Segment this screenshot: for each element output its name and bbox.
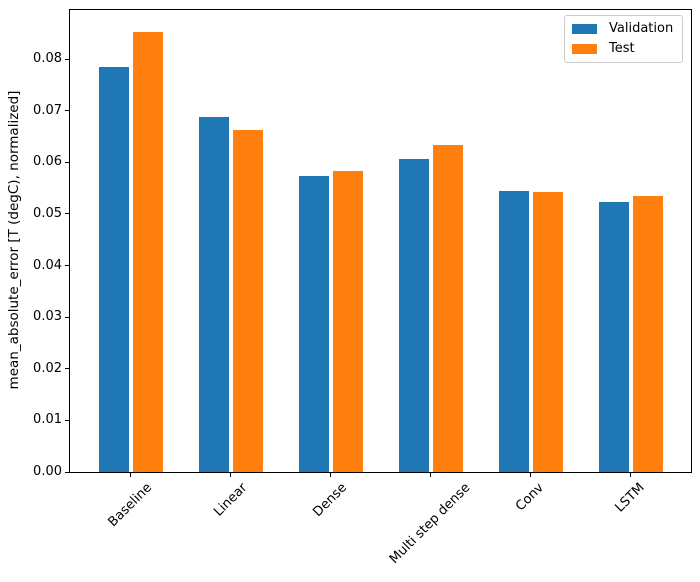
y-tick-mark-0.02	[65, 368, 69, 370]
bar-test-linear	[232, 129, 263, 472]
x-tick-mark-dense	[330, 473, 331, 477]
x-tick-mark-lstm	[630, 473, 631, 477]
legend-label-validation: Validation	[609, 21, 674, 36]
y-tick-mark-0.03	[65, 316, 69, 318]
y-tick-mark-0.06	[65, 161, 69, 163]
bar-validation-conv	[498, 190, 529, 472]
y-tick-mark-0.04	[65, 265, 69, 267]
bar-test-dense	[332, 170, 363, 472]
y-tick-label-0.03: 0.03	[33, 309, 62, 325]
bar-validation-multi-step-dense	[398, 158, 429, 472]
y-tick-label-0.02: 0.02	[33, 360, 62, 376]
y-tick-label-0.04: 0.04	[33, 257, 62, 273]
x-tick-label-multi-step-dense: Multi step dense	[387, 479, 474, 567]
x-tick-label-linear: Linear	[210, 479, 250, 520]
y-tick-mark-0.08	[65, 58, 69, 60]
y-tick-label-0.08: 0.08	[33, 51, 62, 67]
plot-area	[69, 9, 692, 473]
y-axis-label: mean_absolute_error [T (degC), normalize…	[6, 90, 22, 390]
x-tick-mark-baseline	[130, 473, 131, 477]
bar-validation-lstm	[598, 201, 629, 472]
x-tick-mark-multi-step-dense	[430, 473, 431, 477]
y-tick-label-0.00: 0.00	[33, 464, 62, 479]
legend-item-test: Test	[572, 41, 673, 57]
x-tick-mark-conv	[530, 473, 531, 477]
bar-test-lstm	[632, 196, 663, 472]
y-tick-label-0.05: 0.05	[33, 205, 62, 221]
legend-swatch-validation	[572, 24, 597, 34]
legend-label-test: Test	[609, 41, 635, 56]
y-tick-label-0.06: 0.06	[33, 154, 62, 170]
y-tick-mark-0.01	[65, 419, 69, 421]
bar-test-multi-step-dense	[432, 145, 463, 472]
x-tick-label-baseline: Baseline	[105, 479, 155, 530]
x-tick-label-dense: Dense	[310, 479, 350, 520]
x-tick-label-lstm: LSTM	[612, 479, 648, 516]
bar-test-baseline	[132, 32, 163, 472]
y-tick-mark-0.07	[65, 110, 69, 112]
legend-swatch-test	[572, 44, 597, 54]
x-tick-mark-linear	[230, 473, 231, 477]
y-tick-mark-0.00	[65, 471, 69, 473]
bar-validation-baseline	[98, 66, 129, 472]
y-tick-mark-0.05	[65, 213, 69, 215]
bar-test-conv	[532, 191, 563, 472]
legend: Validation Test	[564, 15, 684, 63]
y-tick-label-0.07: 0.07	[33, 102, 62, 118]
bar-validation-linear	[198, 117, 229, 472]
y-tick-label-0.01: 0.01	[33, 412, 62, 428]
legend-item-validation: Validation	[572, 21, 673, 37]
bar-validation-dense	[298, 176, 329, 472]
x-tick-label-conv: Conv	[513, 479, 548, 514]
